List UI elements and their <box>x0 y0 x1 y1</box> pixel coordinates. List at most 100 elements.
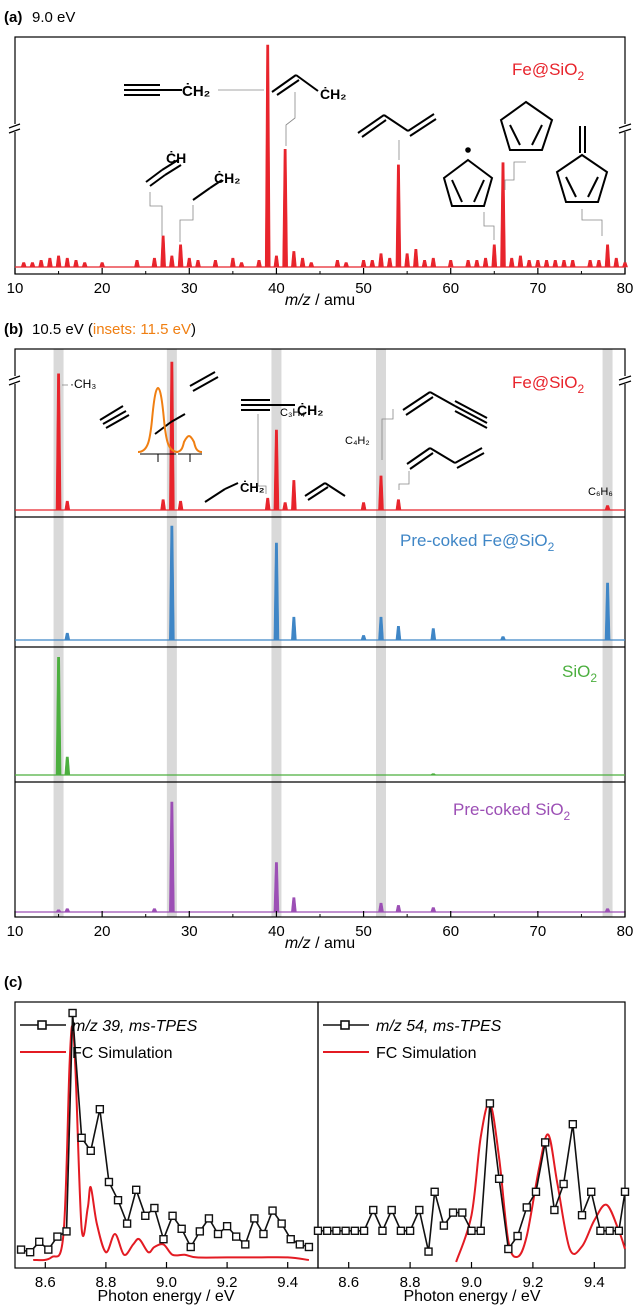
c4h2-annotation: C₄H₂ <box>345 435 370 447</box>
a-fe-peak <box>308 262 315 268</box>
c-right-tpes-marker <box>424 1247 433 1256</box>
panel-c-right-legend: m/z 54, ms-TPES FC Simulation <box>323 1018 502 1062</box>
b-precoked-sio2-peak <box>273 862 280 913</box>
a-fe-peak <box>622 262 628 268</box>
a-fe-peak <box>421 260 428 268</box>
panel-b-highlight-bands <box>53 349 613 917</box>
a-fe-peak <box>482 257 489 268</box>
a-fe-peak <box>595 260 602 268</box>
c-left-tpes-marker <box>231 1232 241 1241</box>
a-fe-peak <box>517 255 524 268</box>
molecule-propadienyl <box>145 159 182 236</box>
b-precoked-sio2-peak <box>430 907 437 913</box>
panel-b-sample-precoked-sio2: Pre-coked SiO2 <box>453 800 571 823</box>
b-precoked-sio2-peak <box>378 902 384 913</box>
b-sio2-peak <box>430 773 437 776</box>
panel-c-left-legend: m/z 39, ms-TPES FC Simulation <box>20 1018 198 1062</box>
b-precoked-sio2-peak <box>291 897 297 913</box>
c-left-tpes-marker <box>177 1224 186 1234</box>
b-precoked-fe-peak <box>430 628 437 641</box>
c-right-tpes-marker <box>313 1226 323 1236</box>
x-tick-label: 9.0 <box>461 1274 482 1291</box>
c-left-tpes-marker <box>62 1227 71 1236</box>
b-fe-peak <box>64 500 71 511</box>
panel-b-spectra <box>15 361 625 913</box>
b-fe-peak <box>169 361 175 511</box>
c-right-tpes-marker <box>415 1205 424 1215</box>
ch3-annotation: ·CH₃ <box>70 377 96 391</box>
panel-b-axis-breaks <box>8 375 632 386</box>
b-precoked-fe-peak <box>291 616 297 641</box>
panel-b-molecule-sketches <box>99 371 488 503</box>
a-fe-peak <box>369 260 376 268</box>
panel-c-left-plot <box>16 1008 314 1262</box>
a-fe-peak <box>569 260 576 268</box>
a-fe-peak <box>160 235 166 268</box>
panel-b-tag: (b) <box>4 321 23 338</box>
a-fe-peak <box>29 262 36 268</box>
c-left-tpes-marker <box>268 1206 277 1215</box>
b-precoked-fe-peak <box>395 626 402 641</box>
a-fe-peak <box>256 260 262 268</box>
c-right-tpes-marker <box>559 1179 568 1189</box>
a-fe-peak <box>73 260 79 268</box>
a-fe-peak <box>447 260 454 268</box>
a-fe-peak <box>273 255 280 268</box>
c-left-tpes-marker <box>213 1229 223 1239</box>
x-tick-label: 8.6 <box>35 1274 56 1291</box>
b-fe-peak <box>360 502 367 511</box>
b-precoked-fe-peak <box>360 635 367 641</box>
a-fe-peak <box>386 257 393 268</box>
c-left-tpes-marker <box>186 1242 195 1252</box>
a-fe-peak <box>177 244 184 268</box>
panel-a-energy: 9.0 eV <box>32 9 75 26</box>
c-right-fc-simulation-line <box>455 1102 626 1263</box>
x-tick-label: 70 <box>530 923 547 940</box>
right-legend-sim: FC Simulation <box>376 1045 476 1062</box>
x-tick-label: 50 <box>355 280 372 297</box>
b-precoked-sio2-peak <box>64 908 71 913</box>
molecule-ethylene-radical <box>179 179 223 242</box>
b-precoked-fe-peak <box>500 636 506 641</box>
x-tick-label: 40 <box>268 923 285 940</box>
a-fe-peak <box>151 257 158 268</box>
c-left-tpes-marker <box>104 1177 114 1187</box>
c3h4-annotation: C₃H₄ <box>280 407 305 419</box>
c-right-tpes-marker <box>568 1119 578 1129</box>
c-right-tpes-marker <box>550 1205 559 1215</box>
panel-b-sample-precoked-fe: Pre-coked Fe@SiO2 <box>400 531 555 554</box>
c-left-tpes-marker <box>204 1214 214 1223</box>
panel-c-left-frame <box>14 1001 319 1269</box>
a-fe-peak <box>20 262 27 268</box>
a-fe-peak <box>291 251 297 268</box>
b-precoked-fe-peak <box>378 616 384 641</box>
propargyl-b-label: ĊH₂ <box>297 402 323 418</box>
c-left-tpes-marker <box>86 1146 95 1156</box>
b-sio2-peak <box>64 756 71 776</box>
b-fe-peak <box>395 499 402 511</box>
c-left-tpes-marker <box>25 1247 35 1257</box>
c-right-tpes-marker <box>614 1226 624 1236</box>
panel-c-tag: (c) <box>4 974 22 991</box>
panel-c-right-plot <box>313 1099 630 1263</box>
b-precoked-fe-peak <box>169 525 175 641</box>
c-right-tpes-marker <box>531 1187 541 1197</box>
panel-a-ticks: 10 20 30 40 50 60 70 80 <box>7 268 633 297</box>
c-right-tpes-marker <box>369 1205 378 1215</box>
a-fe-peak <box>552 260 559 268</box>
x-tick-label: 9.4 <box>277 1274 298 1291</box>
c-right-tpes-marker <box>439 1221 449 1230</box>
x-tick-label: 70 <box>530 280 547 297</box>
c-right-tpes-marker <box>387 1205 396 1215</box>
c-left-tpes-marker <box>68 1008 77 1018</box>
panel-a-sample-label: Fe@SiO2 <box>512 60 584 83</box>
a-fe-peak <box>508 257 515 268</box>
a-fe-peak <box>169 255 175 268</box>
panel-b-sample-sio2: SiO2 <box>562 662 597 685</box>
a-fe-peak <box>195 260 201 268</box>
c-right-tpes-marker <box>378 1226 387 1236</box>
c-right-tpes-marker <box>587 1187 596 1197</box>
panel-c-left-xlabel: Photon energy / eV <box>98 1288 235 1305</box>
c-right-tpes-marker <box>596 1226 605 1236</box>
